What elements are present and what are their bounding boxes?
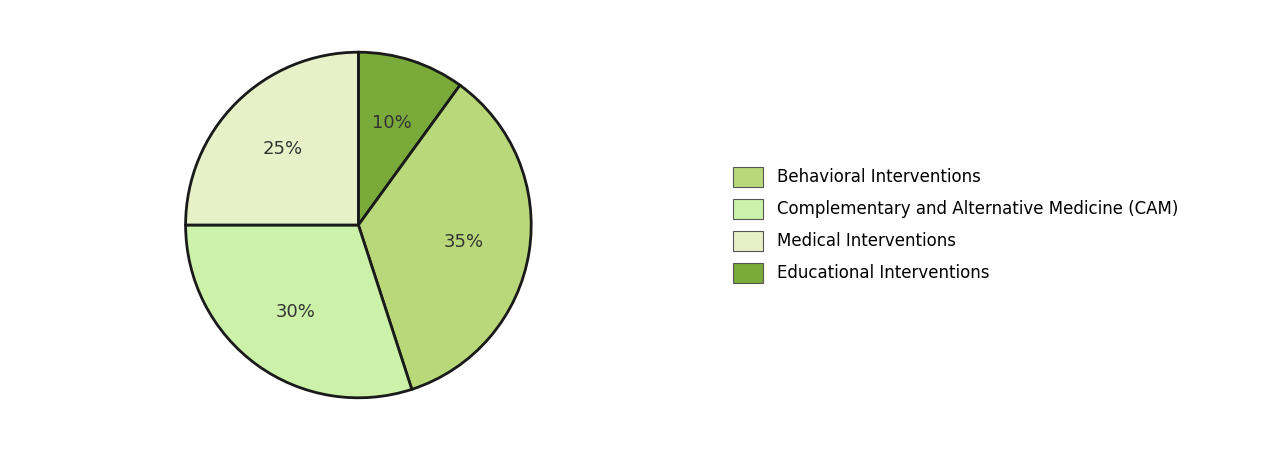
Text: 25%: 25% [262,140,302,158]
Text: 10%: 10% [371,114,411,132]
Text: 30%: 30% [275,303,315,321]
Legend: Behavioral Interventions, Complementary and Alternative Medicine (CAM), Medical : Behavioral Interventions, Complementary … [726,158,1187,292]
Wedge shape [186,225,412,398]
Wedge shape [358,52,460,225]
Wedge shape [358,85,531,389]
Text: 35%: 35% [444,233,484,251]
Wedge shape [186,52,358,225]
